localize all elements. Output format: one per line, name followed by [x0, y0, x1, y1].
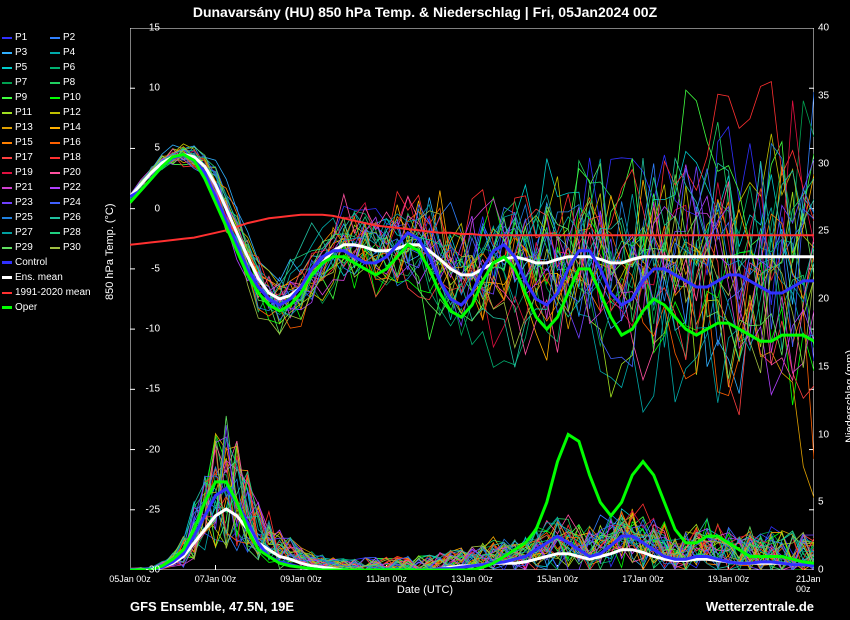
legend-item-oper: Oper	[2, 300, 98, 315]
legend-item-p13: P13	[2, 120, 50, 135]
ytick-left: -15	[130, 384, 160, 395]
ytick-left: 15	[130, 23, 160, 34]
legend-item-p7: P7	[2, 75, 50, 90]
legend-item-p25: P25	[2, 210, 50, 225]
xtick: 09Jan 00z	[280, 574, 322, 584]
legend-item-p11: P11	[2, 105, 50, 120]
xtick: 21Jan 00z	[796, 574, 832, 594]
xtick: 19Jan 00z	[708, 574, 750, 584]
xtick: 17Jan 00z	[622, 574, 664, 584]
legend-item-p30: P30	[50, 240, 98, 255]
xtick: 15Jan 00z	[537, 574, 579, 584]
legend-item-p15: P15	[2, 135, 50, 150]
ytick-right: 10	[818, 429, 829, 440]
legend-item-p14: P14	[50, 120, 98, 135]
xtick: 13Jan 00z	[451, 574, 493, 584]
legend-item-p6: P6	[50, 60, 98, 75]
ytick-left: -20	[130, 444, 160, 455]
ytick-right: 20	[818, 294, 829, 305]
legend-item-p12: P12	[50, 105, 98, 120]
legend-item-climo: 1991-2020 mean	[2, 285, 98, 300]
chart-title: Dunavarsány (HU) 850 hPa Temp. & Nieders…	[0, 4, 850, 20]
chart-plot	[130, 28, 814, 570]
ytick-left: -5	[130, 263, 160, 274]
legend-item-p16: P16	[50, 135, 98, 150]
legend-item-p27: P27	[2, 225, 50, 240]
ytick-right: 30	[818, 158, 829, 169]
legend-item-p2: P2	[50, 30, 98, 45]
y-axis-label-left: 850 hPa Temp. (°C)	[104, 203, 116, 300]
legend-item-p24: P24	[50, 195, 98, 210]
xtick: 11Jan 00z	[366, 574, 407, 584]
legend-item-p8: P8	[50, 75, 98, 90]
y-axis-label-right: Niederschlag (mm)	[844, 350, 850, 443]
legend-item-p18: P18	[50, 150, 98, 165]
legend-item-p1: P1	[2, 30, 50, 45]
legend: P1P2P3P4P5P6P7P8P9P10P11P12P13P14P15P16P…	[2, 30, 98, 315]
ytick-right: 15	[818, 361, 829, 372]
legend-item-p5: P5	[2, 60, 50, 75]
xtick: 07Jan 00z	[195, 574, 237, 584]
legend-item-p23: P23	[2, 195, 50, 210]
ytick-right: 5	[818, 497, 824, 508]
ytick-left: -25	[130, 504, 160, 515]
legend-item-p20: P20	[50, 165, 98, 180]
ytick-left: 5	[130, 143, 160, 154]
footer-credit: Wetterzentrale.de	[706, 599, 814, 614]
legend-item-p19: P19	[2, 165, 50, 180]
legend-item-p26: P26	[50, 210, 98, 225]
xtick: 05Jan 00z	[109, 574, 151, 584]
legend-item-control: Control	[2, 255, 98, 270]
ytick-left: 10	[130, 83, 160, 94]
x-axis-label: Date (UTC)	[0, 584, 850, 596]
legend-item-p29: P29	[2, 240, 50, 255]
legend-item-p17: P17	[2, 150, 50, 165]
ytick-left: -10	[130, 324, 160, 335]
footer-source: GFS Ensemble, 47.5N, 19E	[130, 599, 294, 614]
ytick-left: 0	[130, 203, 160, 214]
legend-item-p4: P4	[50, 45, 98, 60]
legend-item-p10: P10	[50, 90, 98, 105]
legend-item-p22: P22	[50, 180, 98, 195]
legend-item-p21: P21	[2, 180, 50, 195]
ytick-right: 25	[818, 226, 829, 237]
legend-item-ensmean: Ens. mean	[2, 270, 98, 285]
legend-item-p28: P28	[50, 225, 98, 240]
legend-item-p3: P3	[2, 45, 50, 60]
ytick-right: 35	[818, 90, 829, 101]
ytick-right: 40	[818, 23, 829, 34]
legend-item-p9: P9	[2, 90, 50, 105]
